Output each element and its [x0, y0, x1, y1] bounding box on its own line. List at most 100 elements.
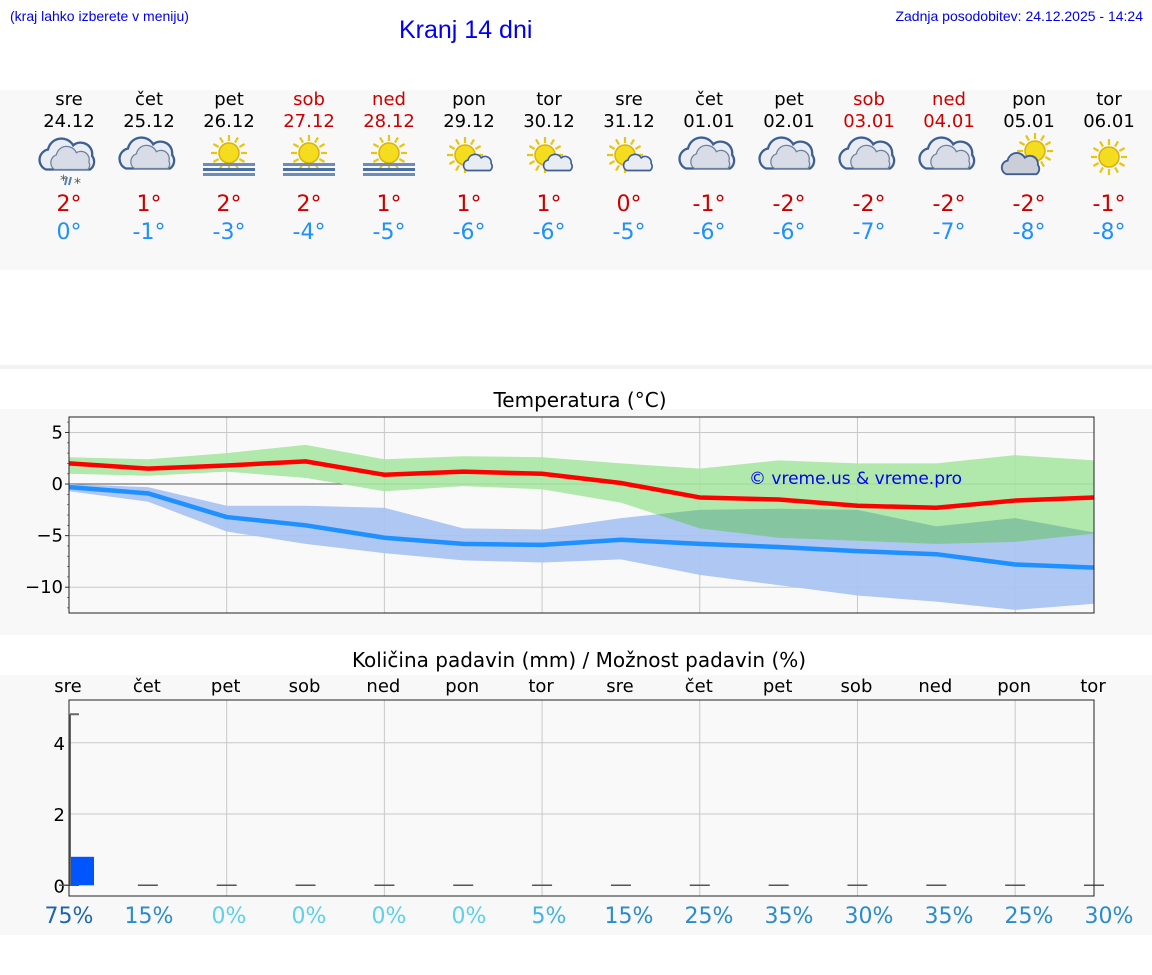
min-temp: 0° — [56, 220, 82, 245]
section-divider — [0, 365, 1152, 369]
y-tick-label: 2 — [54, 805, 65, 826]
day-name: čet — [134, 89, 164, 110]
day-column: čet 01.01 -1° -6° — [669, 89, 749, 269]
day-label: ned — [366, 676, 400, 697]
precipitation-bar — [69, 856, 94, 886]
sun-fog-icon — [269, 133, 349, 187]
cloudy-icon — [109, 133, 189, 187]
precipitation-chart-title: Količina padavin (mm) / Možnost padavin … — [351, 648, 807, 672]
max-temp: 1° — [456, 192, 482, 217]
day-date: 02.01 — [763, 111, 815, 132]
cloudy-icon — [829, 133, 909, 187]
day-name: tor — [1096, 89, 1122, 110]
y-tick-label: 0 — [54, 876, 65, 897]
day-label: sob — [841, 676, 873, 697]
day-date: 01.01 — [683, 111, 735, 132]
y-tick-label: 5 — [52, 422, 63, 443]
precipitation-chance: 25% — [684, 904, 734, 929]
plot-frame — [68, 699, 1095, 897]
day-name: sob — [853, 89, 885, 110]
sun-cloud-icon — [989, 133, 1069, 187]
min-temp-line — [68, 484, 1095, 570]
day-label: čet — [685, 676, 713, 697]
chart-watermark: © vreme.us & vreme.pro — [749, 469, 962, 489]
day-date: 06.01 — [1083, 111, 1135, 132]
day-date: 29.12 — [443, 111, 495, 132]
plot-frame — [68, 416, 1095, 614]
precipitation-chance: 30% — [1084, 904, 1134, 929]
precipitation-chance: 0% — [291, 904, 327, 929]
day-label: sre — [54, 676, 81, 697]
precipitation-chance: 75% — [44, 904, 94, 929]
day-date: 25.12 — [123, 111, 175, 132]
day-column: pon 05.01 -2° -8° — [989, 89, 1069, 269]
min-temp: -7° — [852, 220, 886, 245]
day-column: sob 03.01 -2° -7° — [829, 89, 909, 269]
y-tick-label: −5 — [36, 526, 63, 547]
precipitation-chance: 25% — [1004, 904, 1054, 929]
day-label: pon — [445, 676, 479, 697]
precipitation-chance: 5% — [531, 904, 567, 929]
day-label: tor — [1080, 676, 1106, 697]
plot-area — [69, 700, 1094, 896]
sun-small-cloud-icon — [589, 133, 669, 187]
min-temp: -6° — [772, 220, 806, 245]
day-name: pon — [1012, 89, 1046, 110]
day-label: sob — [289, 676, 321, 697]
day-column: pet 26.12 2° -3° — [189, 89, 269, 269]
max-temp: 1° — [136, 192, 162, 217]
sun-small-cloud-icon — [429, 133, 509, 187]
max-temp: 1° — [376, 192, 402, 217]
day-label: pet — [763, 676, 793, 697]
day-column: pet 02.01 -2° -6° — [749, 89, 829, 269]
day-column: tor 06.01 -1° -8° — [1069, 89, 1149, 269]
max-temp: -2° — [1012, 192, 1046, 217]
cloud-snow-icon: * * — [29, 133, 109, 189]
min-temp: -5° — [612, 220, 646, 245]
day-name: tor — [536, 89, 562, 110]
min-temp: -4° — [292, 220, 326, 245]
max-temp: 1° — [536, 192, 562, 217]
day-column: čet 25.12 1° -1° — [109, 89, 189, 269]
day-label: sre — [606, 676, 633, 697]
day-name: sre — [615, 89, 643, 110]
precipitation-chance: 15% — [124, 904, 174, 929]
cloudy-icon — [749, 133, 829, 187]
max-temp: 2° — [56, 192, 82, 217]
day-column: pon 29.12 1° -6° — [429, 89, 509, 269]
min-temp: -1° — [132, 220, 166, 245]
precipitation-chance: 35% — [764, 904, 814, 929]
sun-small-cloud-icon — [509, 133, 589, 187]
day-date: 03.01 — [843, 111, 895, 132]
min-temp: -5° — [372, 220, 406, 245]
day-column: sre 31.12 0° -5° — [589, 89, 669, 269]
precipitation-chance-row: 75% 15% 0% 0% 0% 0% 5% 15% 25% 35% 30% 35% 25% 30% — [29, 904, 1149, 934]
page-title: Kranj 14 dni — [399, 16, 533, 44]
day-column: tor 30.12 1° -6° — [509, 89, 589, 269]
day-date: 26.12 — [203, 111, 255, 132]
max-temp: -2° — [772, 192, 806, 217]
day-label: ned — [918, 676, 952, 697]
y-tick-label: 4 — [54, 734, 65, 755]
precipitation-chance: 0% — [211, 904, 247, 929]
day-date: 31.12 — [603, 111, 655, 132]
precipitation-chance: 0% — [451, 904, 487, 929]
max-temp: -2° — [932, 192, 966, 217]
max-temp: 0° — [616, 192, 642, 217]
sun-icon — [1069, 133, 1149, 187]
min-temp: -7° — [932, 220, 966, 245]
day-label: tor — [528, 676, 554, 697]
day-column: sob 27.12 2° -4° — [269, 89, 349, 269]
day-name: čet — [694, 89, 724, 110]
day-name: sob — [293, 89, 325, 110]
min-temp: -8° — [1092, 220, 1126, 245]
min-temp: -6° — [532, 220, 566, 245]
sun-fog-icon — [349, 133, 429, 187]
min-temp: -6° — [452, 220, 486, 245]
day-name: pon — [452, 89, 486, 110]
max-temp: 2° — [296, 192, 322, 217]
day-name: sre — [55, 89, 83, 110]
cloudy-icon — [669, 133, 749, 187]
y-tick-label: −10 — [25, 577, 63, 598]
city-menu-hint[interactable]: (kraj lahko izberete v meniju) — [10, 8, 189, 24]
